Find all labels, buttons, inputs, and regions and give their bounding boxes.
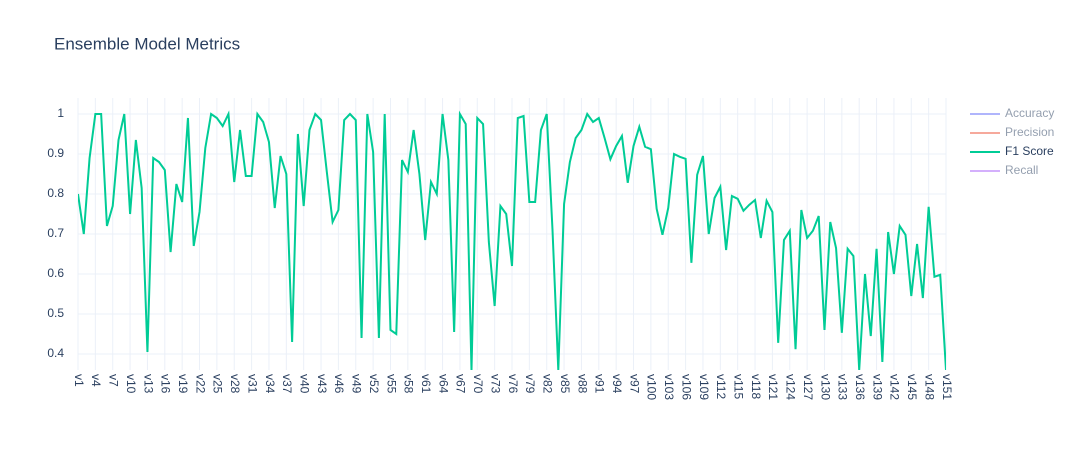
y-tick-label: 0.8 — [47, 186, 64, 200]
x-tick-label: v91 — [593, 374, 607, 394]
x-tick-label: v67 — [454, 374, 468, 394]
x-tick-label: v4 — [89, 374, 103, 387]
x-tick-label: v79 — [523, 374, 537, 394]
legend-item[interactable]: Precision — [970, 125, 1054, 139]
x-tick-label: v34 — [263, 374, 277, 394]
legend-item[interactable]: F1 Score — [970, 144, 1054, 158]
x-tick-label: v100 — [645, 374, 659, 400]
x-tick-label: v55 — [384, 374, 398, 394]
x-tick-label: v16 — [159, 374, 173, 394]
x-tick-label: v94 — [610, 374, 624, 394]
x-tick-label: v115 — [732, 374, 746, 399]
legend-label: Precision — [1005, 125, 1054, 139]
x-tick-label: v43 — [315, 374, 329, 394]
x-tick-label: v112 — [714, 374, 728, 399]
x-tick-label: v145 — [905, 374, 919, 400]
x-tick-label: v121 — [766, 374, 780, 400]
x-tick-label: v124 — [784, 374, 798, 400]
x-tick-label: v10 — [124, 374, 138, 394]
x-tick-label: v130 — [818, 374, 832, 400]
x-tick-label: v88 — [575, 374, 589, 394]
x-tick-label: v52 — [367, 374, 381, 394]
x-tick-label: v109 — [697, 374, 711, 400]
legend-label: Accuracy — [1005, 106, 1054, 120]
y-tick-label: 0.5 — [47, 306, 64, 320]
line — [78, 110, 946, 370]
x-tick-label: v85 — [558, 374, 572, 394]
x-tick-label: v73 — [488, 374, 502, 394]
x-tick-label: v118 — [749, 374, 763, 399]
x-tick-label: v19 — [176, 374, 190, 394]
x-tick-label: v76 — [506, 374, 520, 394]
x-tick-label: v82 — [541, 374, 555, 394]
y-tick-label: 0.9 — [47, 146, 64, 160]
y-tick-label: 0.4 — [47, 346, 64, 360]
x-tick-label: v133 — [836, 374, 850, 400]
legend-label: F1 Score — [1005, 144, 1054, 158]
x-tick-label: v37 — [280, 374, 294, 394]
legend-item[interactable]: Recall — [970, 163, 1038, 177]
chart-title: Ensemble Model Metrics — [54, 34, 240, 53]
y-tick-label: 1 — [57, 106, 64, 120]
x-tick-label: v148 — [922, 374, 936, 400]
x-tick-label: v142 — [888, 374, 902, 400]
x-tick-label: v31 — [245, 374, 259, 394]
x-tick-label: v13 — [141, 374, 155, 394]
x-tick-label: v103 — [662, 374, 676, 400]
x-tick-label: v97 — [627, 374, 641, 394]
x-tick-label: v49 — [350, 374, 364, 394]
x-tick-label: v1 — [72, 374, 86, 387]
x-tick-label: v22 — [193, 374, 207, 394]
x-tick-label: v64 — [436, 374, 450, 394]
legend-label: Recall — [1005, 163, 1038, 177]
y-tick-label: 0.6 — [47, 266, 64, 280]
x-tick-label: v139 — [870, 374, 884, 400]
x-tick-label: v46 — [332, 374, 346, 394]
x-tick-label: v136 — [853, 374, 867, 400]
x-tick-label: v106 — [679, 374, 693, 400]
y-tick-label: 0.7 — [47, 226, 64, 240]
legend-item[interactable]: Accuracy — [970, 106, 1054, 120]
x-tick-label: v70 — [471, 374, 485, 394]
x-tick-label: v7 — [107, 374, 121, 387]
x-tick-label: v40 — [298, 374, 312, 394]
x-tick-label: v61 — [419, 374, 433, 394]
x-tick-label: v58 — [402, 374, 416, 394]
grid — [77, 98, 947, 370]
x-tick-label: v127 — [801, 374, 815, 400]
x-tick-label: v28 — [228, 374, 242, 394]
x-tick-label: v25 — [211, 374, 225, 394]
x-tick-label: v151 — [940, 374, 954, 400]
